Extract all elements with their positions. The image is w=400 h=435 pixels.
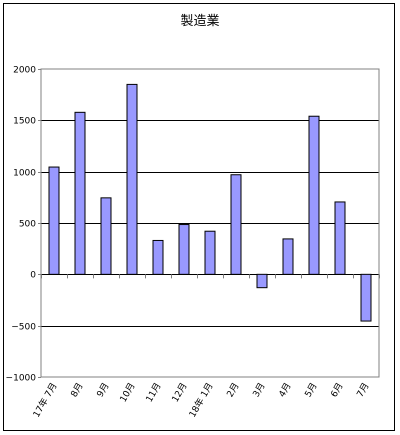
x-category-label: 17年 7月: [30, 381, 59, 420]
bar: [100, 197, 112, 275]
bar: [360, 273, 372, 322]
bar: [256, 273, 268, 289]
bar: [282, 238, 294, 275]
x-category-label: 8月: [69, 381, 86, 399]
x-category-label: 10月: [118, 381, 138, 404]
x-category-label: 12月: [170, 381, 190, 404]
x-category-label: 4月: [277, 381, 294, 399]
x-category-label: 3月: [251, 381, 268, 399]
y-tick-label: 0: [30, 271, 36, 281]
bar: [74, 111, 86, 275]
chart-frame: [3, 3, 395, 431]
gridlines: [41, 120, 379, 327]
x-category-label: 2月: [225, 381, 242, 399]
y-tick-label: 500: [19, 220, 36, 230]
y-tick-label: −500: [11, 323, 36, 333]
y-tick-labels: −1000 −500 0 500 1000 1500 2000: [6, 66, 37, 384]
x-category-label: 11月: [144, 381, 164, 404]
bar: [152, 239, 164, 275]
bar: [308, 115, 320, 275]
x-category-label: 5月: [303, 381, 320, 399]
bar: [334, 201, 346, 275]
bars: [48, 83, 372, 322]
y-tick-label: −1000: [6, 374, 37, 384]
x-category-label: 18年 1月: [186, 381, 215, 420]
y-tick-label: 1000: [13, 169, 36, 179]
chart-title: 製造業: [180, 14, 220, 29]
bar: [126, 83, 138, 275]
x-category-label: 7月: [355, 381, 372, 399]
axes: [38, 68, 380, 378]
bar: [204, 230, 216, 275]
bar: [48, 166, 60, 275]
y-tick-label: 1500: [13, 117, 36, 127]
bar: [178, 224, 190, 275]
bar: [230, 174, 242, 275]
x-category-label: 6月: [329, 381, 346, 399]
x-category-label: 9月: [95, 381, 112, 399]
y-tick-label: 2000: [13, 66, 36, 76]
